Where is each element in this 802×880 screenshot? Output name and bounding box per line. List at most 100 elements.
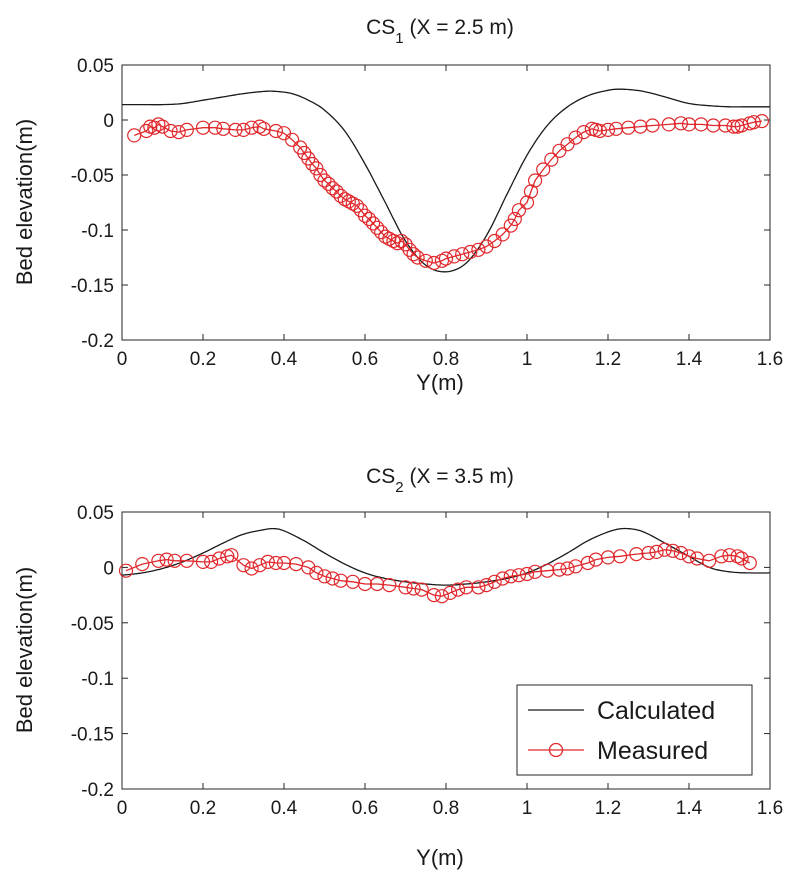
series-measured-point	[366, 216, 381, 231]
series-calculated-line	[122, 88, 770, 273]
series-measured-point	[592, 123, 608, 139]
series-measured-point	[742, 555, 757, 571]
x-axis-label: Y(m)	[416, 845, 464, 870]
x-tick-label: 0	[117, 798, 128, 819]
series-measured-point	[305, 156, 320, 172]
series-measured-point	[673, 116, 689, 131]
series-measured-point	[580, 555, 595, 571]
series-measured-point	[236, 558, 251, 573]
series-measured-point	[730, 549, 745, 564]
series-measured-point	[633, 119, 648, 134]
series-measured-point	[471, 242, 486, 257]
series-measured-point	[244, 561, 259, 576]
series-measured-point	[495, 227, 510, 242]
y-tick-label: -0.05	[71, 166, 114, 187]
series-layer	[118, 527, 770, 604]
subplot-cs1: CS1 (X = 2.5 m) 0.050-0.05-0.1-0.15-0.2 …	[12, 16, 783, 395]
legend-measured-label: Measured	[597, 737, 708, 765]
x-tick-label: 1	[522, 349, 533, 370]
series-measured-point	[139, 123, 154, 139]
series-measured-point	[159, 552, 174, 567]
series-measured-point	[495, 571, 510, 586]
y-tick-label: 0	[103, 558, 114, 579]
series-measured-point	[438, 251, 454, 266]
subplot-cs2: CS2 (X = 3.5 m) 0.050-0.05-0.1-0.15-0.2 …	[12, 465, 783, 870]
series-measured-point	[228, 122, 243, 137]
y-tick-label: -0.15	[71, 725, 114, 746]
series-measured-point	[357, 208, 373, 223]
series-measured-point	[612, 549, 628, 564]
series-measured-point	[329, 184, 344, 199]
series-measured-point	[321, 176, 336, 191]
series-measured-point	[681, 549, 697, 564]
series-measured-point	[519, 566, 535, 582]
y-axis-label: Bed elevation(m)	[12, 567, 37, 733]
x-tick-label: 0.6	[352, 798, 378, 819]
series-measured-point	[179, 122, 194, 137]
series-measured-point	[135, 556, 150, 572]
x-tick-label: 1	[522, 798, 533, 819]
series-measured-point	[171, 125, 186, 140]
series-measured-point	[479, 577, 494, 593]
series-measured-point	[398, 580, 413, 595]
series-measured-point	[507, 211, 522, 227]
series-measured-point	[414, 582, 429, 597]
series-measured-point	[394, 233, 409, 249]
series-measured-point	[657, 542, 672, 557]
series-measured-point	[118, 563, 134, 578]
series-measured-point	[527, 173, 543, 188]
series-measured-point	[163, 123, 178, 139]
series-measured-point	[309, 565, 324, 581]
y-axis-label: Bed elevation(m)	[12, 119, 37, 285]
series-measured-point	[621, 120, 636, 135]
legend-box	[516, 684, 753, 776]
series-measured-line	[125, 549, 751, 597]
x-tick-label: 0.8	[433, 798, 459, 819]
series-measured-point	[511, 203, 527, 218]
series-measured-point	[487, 574, 502, 589]
series-measured-point	[434, 589, 449, 604]
series-measured-point	[285, 132, 300, 147]
series-measured-point	[268, 555, 283, 571]
series-measured-point	[463, 244, 478, 260]
series-measured-point	[337, 192, 352, 207]
y-tick-label: -0.2	[81, 331, 114, 352]
chart-title: CS1 (X = 2.5 m)	[366, 16, 514, 47]
series-measured-point	[746, 115, 761, 130]
series-measured-point	[317, 569, 332, 584]
series-measured-point	[390, 236, 405, 251]
series-measured-point	[426, 255, 441, 271]
series-measured-point	[382, 577, 397, 593]
x-axis-ticks: 0 0.2 0.4 0.6 0.8 1 1.2 1.4 1.6	[117, 65, 783, 370]
x-tick-label: 1.4	[676, 798, 703, 819]
series-measured-point	[410, 250, 425, 265]
series-measured-point	[370, 220, 385, 235]
series-measured-point	[325, 571, 340, 586]
x-tick-label: 0.2	[190, 349, 216, 370]
legend: Calculated Measured	[516, 684, 753, 776]
legend-calculated-label: Calculated	[597, 697, 715, 725]
series-measured-point	[544, 152, 559, 167]
series-measured-point	[714, 549, 729, 564]
series-measured-point	[179, 553, 194, 568]
series-measured-point	[195, 554, 211, 570]
series-measured-point	[341, 194, 356, 209]
y-tick-label: 0	[103, 111, 114, 132]
series-measured-point	[357, 576, 373, 592]
series-measured-point	[208, 120, 223, 135]
x-tick-label: 1.2	[595, 798, 621, 819]
series-measured-point	[317, 173, 332, 188]
y-tick-label: 0.05	[77, 503, 114, 524]
x-axis-label: Y(m)	[416, 370, 464, 395]
x-tick-label: 0.8	[433, 349, 459, 370]
y-tick-label: 0.05	[77, 56, 114, 77]
y-tick-label: -0.1	[81, 221, 114, 242]
series-measured-point	[600, 122, 616, 137]
series-measured-point	[540, 563, 555, 578]
series-measured-point	[536, 162, 551, 177]
series-measured-point	[629, 546, 644, 562]
series-measured-point	[195, 120, 211, 135]
series-measured-point	[511, 568, 527, 583]
x-tick-label: 1.6	[757, 349, 783, 370]
series-measured-point	[155, 119, 170, 134]
